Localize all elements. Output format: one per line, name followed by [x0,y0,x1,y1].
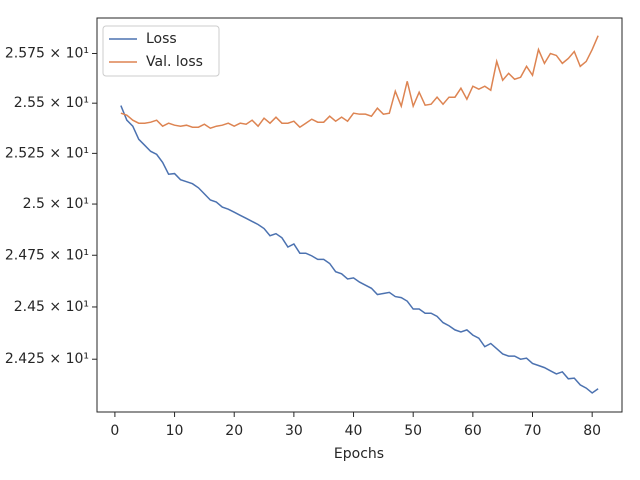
y-tick-label: 2.575 × 10¹ [5,45,89,61]
x-tick-label: 60 [464,423,482,439]
x-tick-label: 70 [524,423,542,439]
y-tick-label: 2.5 × 10¹ [23,196,89,212]
x-tick-label: 50 [404,423,422,439]
line-series [120,35,599,130]
x-tick-label: 10 [166,423,184,439]
legend-label: Loss [146,31,177,47]
line-series [120,105,599,394]
y-tick-label: 2.425 × 10¹ [5,351,89,367]
x-tick-label: 20 [225,423,243,439]
y-tick-label: 2.525 × 10¹ [5,145,89,161]
plot-frame [96,17,623,413]
y-tick-label: 2.45 × 10¹ [14,299,89,315]
legend-label: Val. loss [146,54,203,70]
x-tick-label: 30 [285,423,303,439]
x-tick-label: 40 [345,423,363,439]
x-tick-label: 0 [110,423,119,439]
y-tick-label: 2.55 × 10¹ [14,95,89,111]
y-tick-label: 2.475 × 10¹ [5,247,89,263]
x-tick-label: 80 [583,423,601,439]
x-axis-label: Epochs [334,446,384,462]
